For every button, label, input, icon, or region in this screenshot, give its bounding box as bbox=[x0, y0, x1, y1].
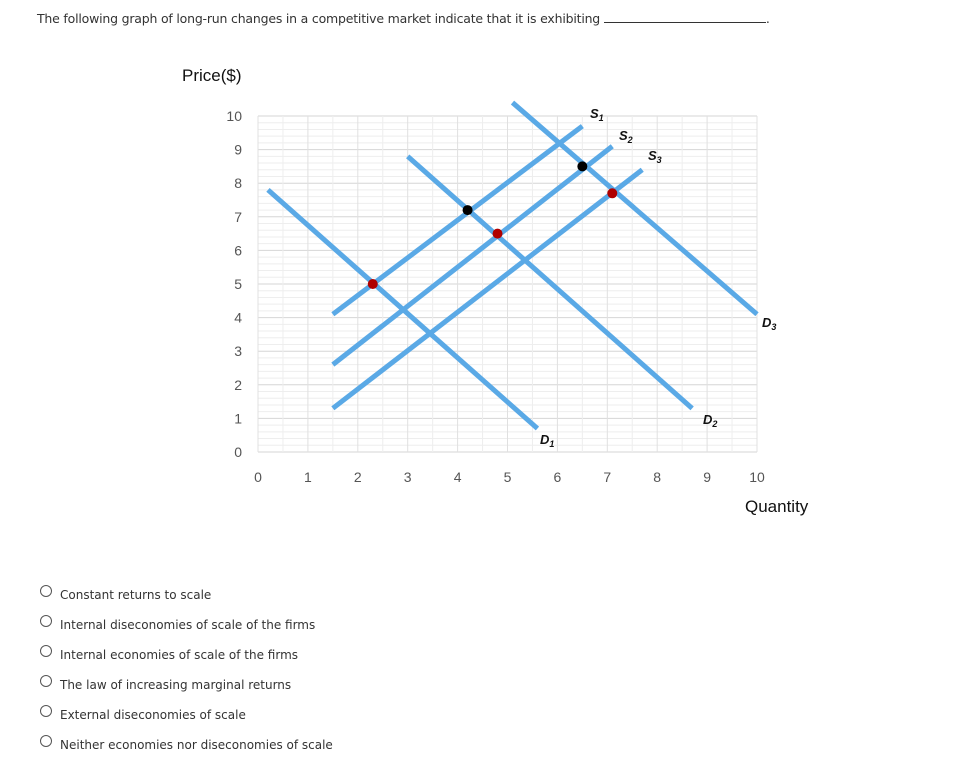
d3-curve bbox=[510, 100, 759, 317]
x-tick-label: 4 bbox=[454, 469, 462, 485]
x-tick-label: 3 bbox=[404, 469, 412, 485]
x-tick-label: 8 bbox=[653, 469, 661, 485]
option-constant-returns[interactable]: Constant returns to scale bbox=[40, 579, 333, 609]
answer-options: Constant returns to scale Internal disec… bbox=[40, 579, 333, 759]
y-axis-ticks: 0 1 2 3 4 5 6 7 8 9 10 bbox=[226, 108, 242, 460]
s2-label: S2 bbox=[619, 128, 633, 145]
equilibrium-dot bbox=[607, 188, 618, 199]
answer-blank bbox=[603, 12, 766, 23]
equilibrium-dot bbox=[577, 161, 588, 172]
d3-label: D3 bbox=[762, 315, 776, 332]
y-tick-label: 8 bbox=[234, 175, 242, 191]
y-tick-label: 7 bbox=[234, 209, 242, 225]
x-tick-label: 10 bbox=[749, 469, 765, 485]
option-increasing-marginal-returns[interactable]: The law of increasing marginal returns bbox=[40, 669, 333, 699]
option-neither[interactable]: Neither economies nor diseconomies of sc… bbox=[40, 729, 333, 759]
y-tick-label: 1 bbox=[234, 410, 242, 426]
y-tick-label: 9 bbox=[234, 142, 242, 158]
y-tick-label: 5 bbox=[234, 276, 242, 292]
radio-icon[interactable] bbox=[40, 585, 52, 597]
x-tick-label: 1 bbox=[304, 469, 312, 485]
radio-icon[interactable] bbox=[40, 615, 52, 627]
equilibrium-dot bbox=[367, 279, 378, 289]
x-axis-ticks: 0 1 2 3 4 5 6 7 8 9 10 bbox=[254, 469, 765, 485]
option-internal-diseconomies[interactable]: Internal diseconomies of scale of the fi… bbox=[40, 609, 333, 639]
x-tick-label: 5 bbox=[504, 469, 512, 485]
option-external-diseconomies[interactable]: External diseconomies of scale bbox=[40, 699, 333, 729]
equilibrium-dot bbox=[462, 205, 473, 216]
chart-grid bbox=[257, 115, 758, 453]
d2-curve bbox=[406, 154, 694, 411]
y-tick-label: 4 bbox=[234, 310, 242, 326]
d2-label: D2 bbox=[703, 412, 717, 429]
option-internal-economies[interactable]: Internal economies of scale of the firms bbox=[40, 639, 333, 669]
x-tick-label: 6 bbox=[554, 469, 562, 485]
equilibrium-dot bbox=[492, 228, 503, 239]
s1-label: S1 bbox=[590, 106, 604, 123]
y-tick-label: 10 bbox=[226, 108, 242, 124]
y-tick-label: 0 bbox=[234, 444, 242, 460]
radio-icon[interactable] bbox=[40, 735, 52, 747]
y-tick-label: 2 bbox=[234, 377, 242, 393]
x-tick-label: 2 bbox=[354, 469, 362, 485]
y-axis-title: Price($) bbox=[182, 66, 242, 85]
x-tick-label: 9 bbox=[703, 469, 711, 485]
radio-icon[interactable] bbox=[40, 705, 52, 717]
radio-icon[interactable] bbox=[40, 675, 52, 687]
x-tick-label: 0 bbox=[254, 469, 262, 485]
supply-demand-chart: 0 1 2 3 4 5 6 7 8 9 10 0 1 2 3 4 5 6 7 8 9 10 S1 S2 S3 D1 D2 D3 bbox=[226, 100, 776, 485]
s3-label: S3 bbox=[648, 148, 662, 165]
x-tick-label: 7 bbox=[603, 469, 611, 485]
s3-curve bbox=[331, 167, 644, 411]
y-tick-label: 3 bbox=[234, 343, 242, 359]
radio-icon[interactable] bbox=[40, 645, 52, 657]
d1-label: D1 bbox=[540, 432, 554, 449]
curves bbox=[266, 100, 759, 431]
equilibrium-points bbox=[367, 161, 618, 289]
curve-labels: S1 S2 S3 D1 D2 D3 bbox=[540, 106, 776, 449]
s2-curve bbox=[331, 144, 614, 367]
question-text: The following graph of long-run changes … bbox=[37, 11, 770, 26]
x-axis-title: Quantity bbox=[745, 497, 809, 516]
y-tick-label: 6 bbox=[234, 242, 242, 258]
